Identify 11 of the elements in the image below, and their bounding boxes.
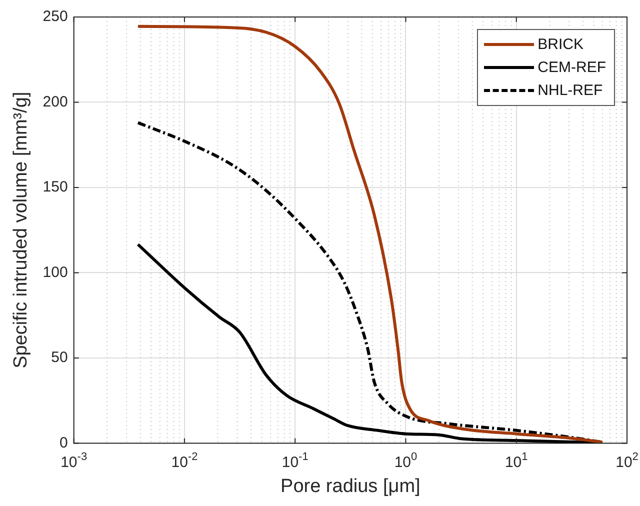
- legend-label: CEM-REF: [538, 59, 606, 76]
- y-tick-label: 200: [42, 93, 68, 110]
- y-tick-label: 150: [42, 178, 68, 196]
- y-tick-label: 100: [42, 264, 68, 281]
- x-axis-title: Pore radius [μm]: [280, 476, 420, 497]
- legend-label: BRICK: [538, 36, 584, 53]
- legend-label: NHL-REF: [538, 82, 603, 99]
- y-tick-label: 50: [51, 349, 68, 366]
- y-axis-title: Specific intruded volume [mm³/g]: [10, 92, 32, 368]
- y-tick-label: 0: [59, 434, 68, 452]
- y-tick-label: 250: [42, 8, 68, 26]
